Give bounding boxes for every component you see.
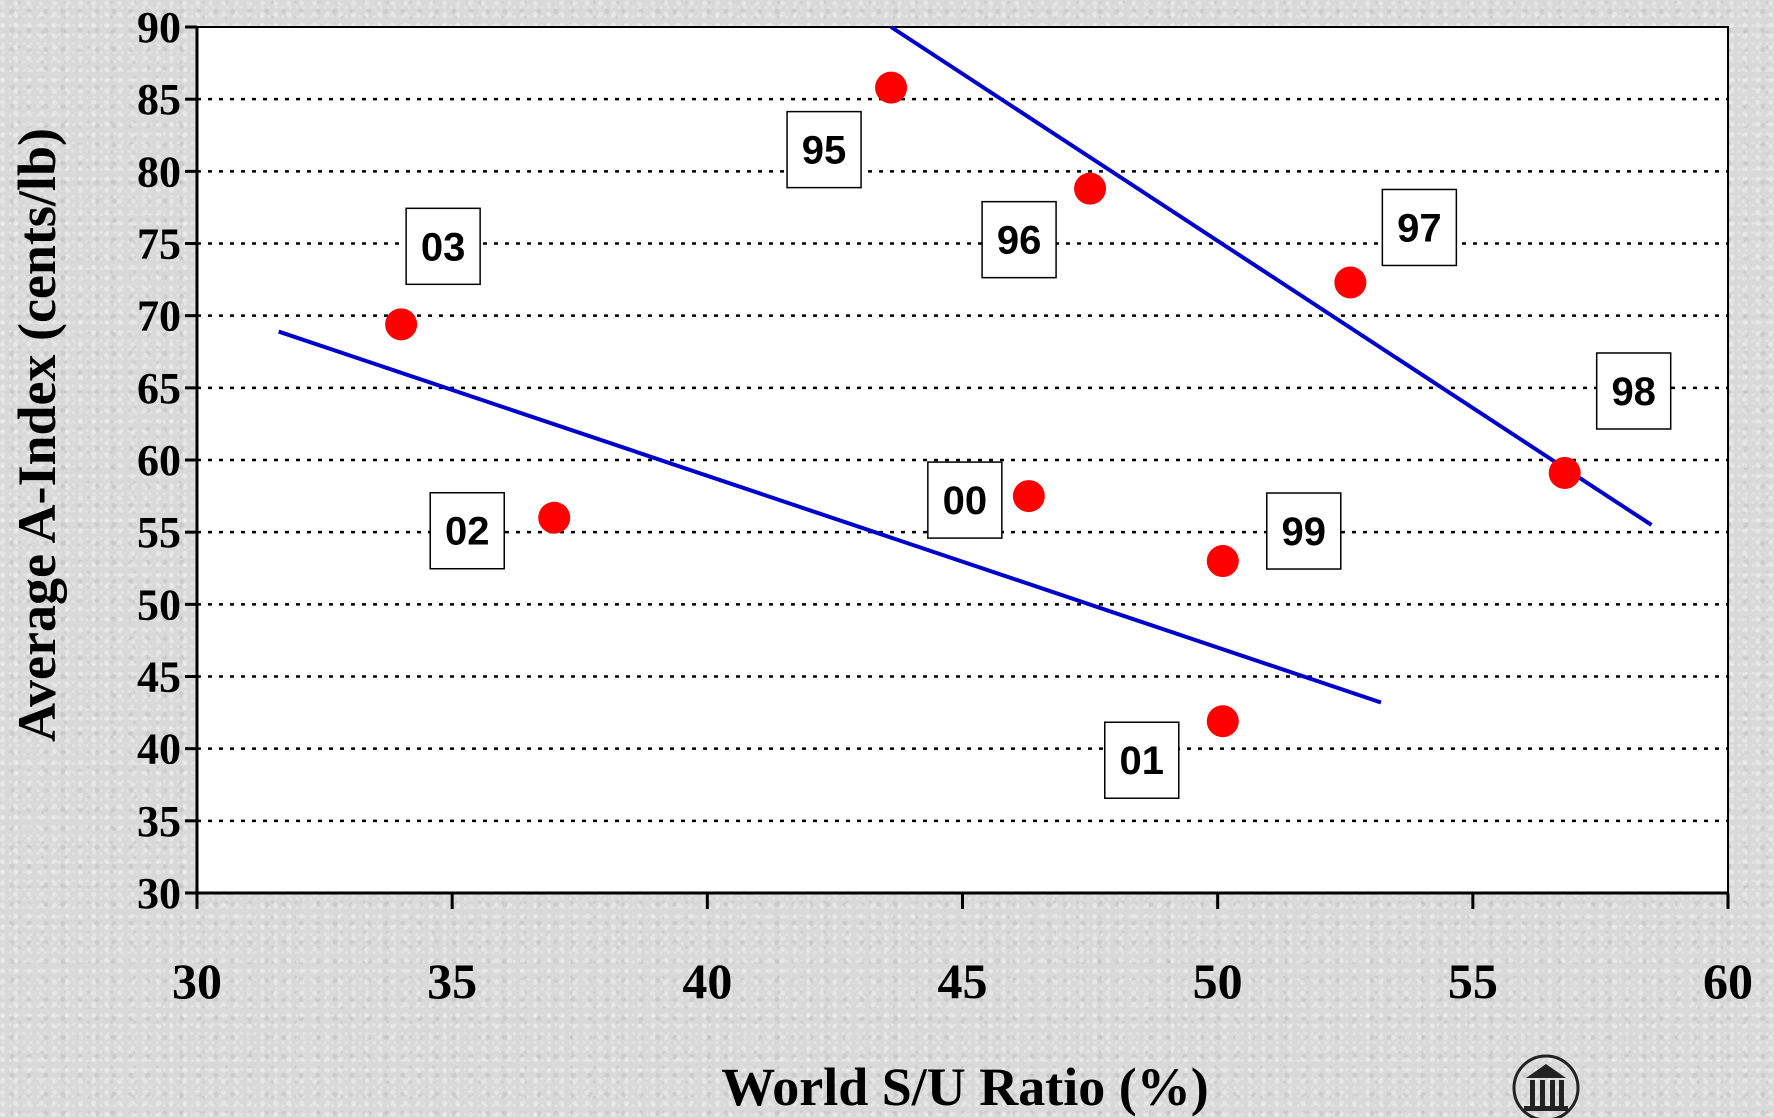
point-label: 01 (1104, 721, 1180, 799)
x-tick-label: 30 (172, 953, 222, 1009)
y-tick-label: 30 (137, 869, 181, 918)
point-label-text: 01 (1120, 739, 1165, 783)
point-label-text: 96 (997, 219, 1042, 263)
y-tick-label: 85 (137, 75, 181, 124)
point-label-text: 00 (943, 479, 988, 523)
point-label-text: 95 (802, 129, 847, 173)
point-label-text: 02 (445, 510, 490, 554)
point-label: 95 (786, 110, 862, 189)
y-tick-label: 60 (137, 436, 181, 485)
y-tick-label: 65 (137, 364, 181, 413)
x-tick-label: 40 (682, 953, 732, 1009)
trend-line (278, 329, 1382, 705)
data-point (1074, 172, 1107, 205)
point-label: 99 (1266, 492, 1342, 570)
y-tick-label: 80 (137, 147, 181, 196)
y-tick-label: 40 (137, 725, 181, 774)
x-tick-label: 60 (1703, 953, 1753, 1009)
point-label-text: 98 (1611, 370, 1656, 414)
data-point (875, 71, 908, 104)
y-tick-label: 70 (137, 292, 181, 341)
point-labels: 95 96 97 98 99 00 01 02 03 (405, 110, 1672, 799)
y-tick-label: 45 (137, 653, 181, 702)
y-tick-label: 90 (137, 3, 181, 52)
y-tick-label: 55 (137, 508, 181, 557)
data-point (1548, 456, 1581, 489)
point-label: 00 (927, 461, 1003, 539)
x-tick-label: 35 (427, 953, 477, 1009)
x-tick-label: 50 (1193, 953, 1243, 1009)
point-label: 97 (1381, 188, 1458, 267)
x-tick-label: 45 (938, 953, 988, 1009)
data-points (385, 71, 1581, 738)
axes: 30 35 40 45 50 55 60 65 70 75 80 85 90 30 35 40 45 50 55 60 (137, 3, 1753, 1009)
y-tick-label: 50 (137, 580, 181, 629)
data-point (1012, 480, 1045, 513)
point-label: 02 (429, 491, 505, 570)
trend-lines (278, 25, 1653, 705)
point-label-text: 97 (1397, 206, 1442, 250)
data-point (1206, 705, 1239, 738)
y-axis-title: Average A-Index (cents/lb) (7, 128, 67, 742)
point-label-text: 03 (421, 225, 466, 269)
y-tick-label: 75 (137, 220, 181, 269)
point-label-text: 99 (1282, 510, 1327, 554)
trend-line (889, 25, 1653, 527)
data-point (538, 501, 571, 534)
point-label: 98 (1595, 352, 1672, 430)
x-axis-title: World S/U Ratio (%) (721, 1057, 1209, 1117)
data-point (1334, 266, 1367, 299)
point-label: 03 (405, 207, 481, 286)
data-point (385, 308, 418, 341)
y-tick-label: 35 (137, 797, 181, 846)
x-tick-label: 55 (1448, 953, 1498, 1009)
data-point (1206, 545, 1239, 578)
university-building-icon (1512, 1054, 1580, 1118)
point-label: 96 (981, 200, 1057, 279)
